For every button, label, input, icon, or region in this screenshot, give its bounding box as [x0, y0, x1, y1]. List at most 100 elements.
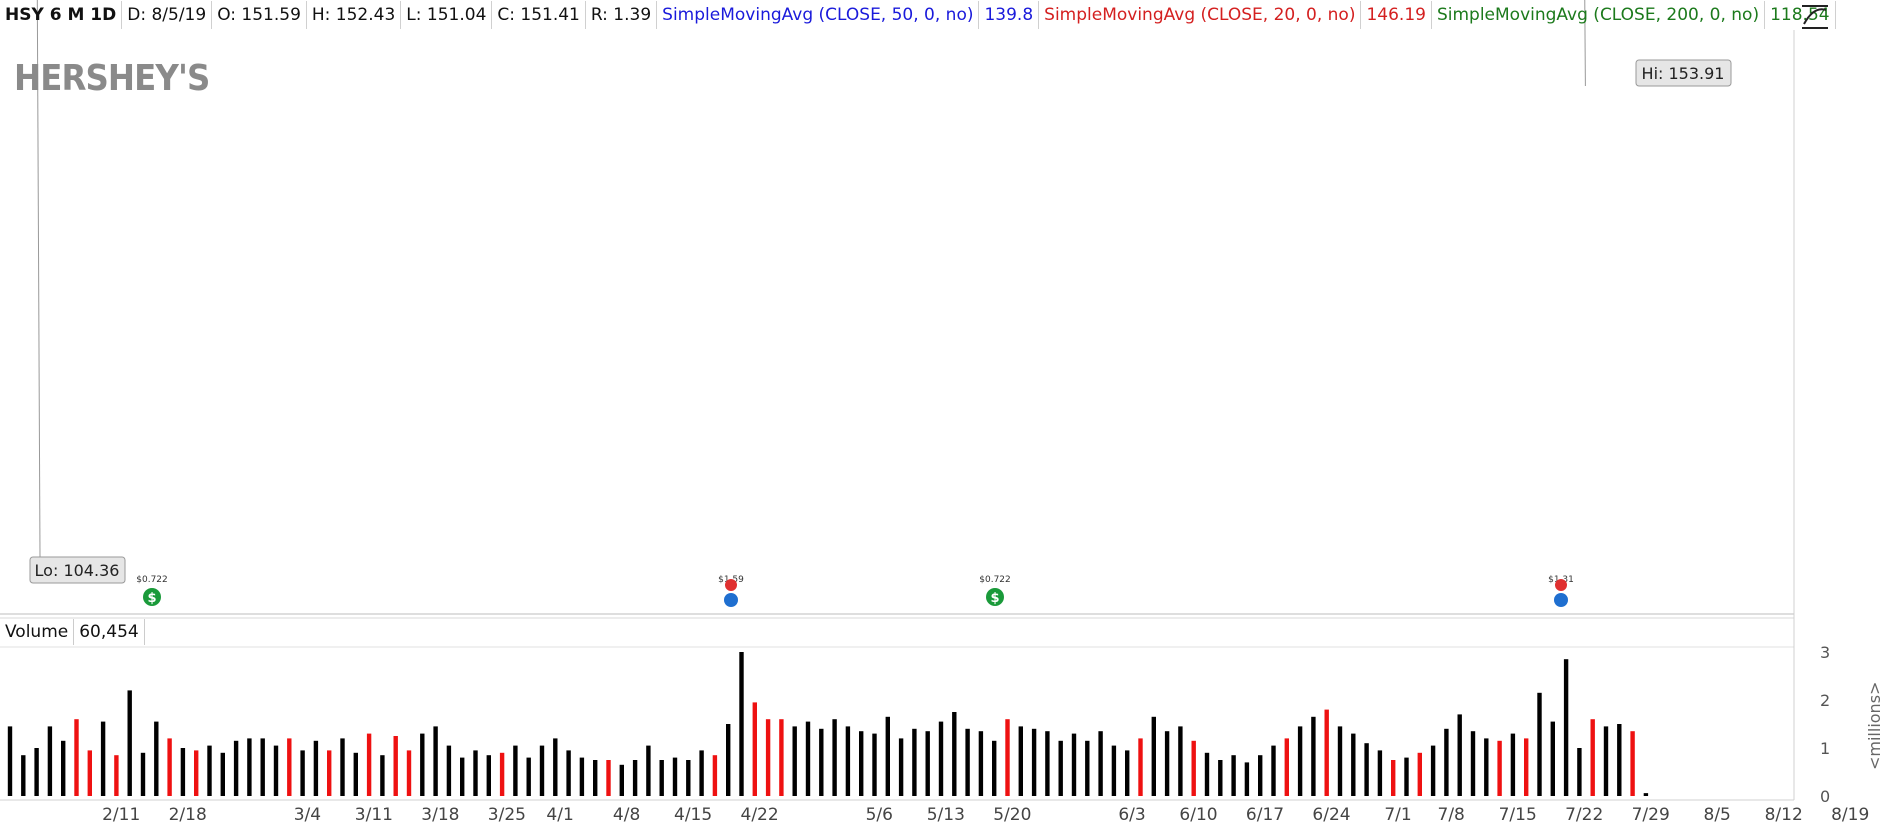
- volume-bar: [313, 740, 319, 796]
- volume-bar: [1111, 745, 1117, 796]
- earnings-icon: [725, 579, 737, 591]
- volume-bar: [1138, 738, 1143, 796]
- volume-bar: [273, 745, 279, 796]
- volume-bar: [1577, 748, 1582, 796]
- volume-bar: [819, 728, 824, 796]
- volume-bar: [872, 733, 877, 796]
- x-tick-label: 2/11: [102, 805, 140, 825]
- volume-bar: [1497, 740, 1502, 796]
- low-label: L: 151.04: [401, 1, 493, 29]
- volume-bar: [805, 721, 811, 796]
- volume-bar: [7, 726, 13, 796]
- volume-bar: [619, 764, 624, 796]
- volume-bar: [327, 750, 332, 796]
- volume-bar: [845, 726, 851, 796]
- volume-bar: [1470, 731, 1476, 796]
- volume-bar: [712, 755, 718, 796]
- x-tick-label: 3/18: [421, 805, 459, 825]
- volume-bar: [380, 755, 385, 796]
- volume-bar: [1351, 733, 1356, 796]
- volume-bar: [1218, 760, 1223, 796]
- volume-bar: [247, 738, 252, 796]
- volume-bar: [1045, 731, 1050, 796]
- volume-bar: [366, 733, 372, 796]
- volume-bar: [420, 733, 425, 796]
- volume-bar: [460, 757, 465, 796]
- volume-bar: [1457, 714, 1462, 796]
- volume-bar: [978, 731, 984, 796]
- volume-bar: [74, 719, 79, 796]
- volume-bar: [898, 738, 904, 796]
- volume-value: 60,454: [74, 619, 145, 645]
- x-tick-label: 7/15: [1499, 805, 1537, 825]
- dividend-icon-glyph: $: [990, 591, 999, 606]
- volume-bar: [1364, 743, 1369, 796]
- volume-bar: [1550, 721, 1555, 796]
- volume-bar: [965, 728, 970, 796]
- volume-bar: [1484, 738, 1489, 796]
- dividend-icon: [986, 588, 1004, 606]
- volume-bar: [1178, 726, 1183, 796]
- volume-bar: [1071, 733, 1077, 796]
- volume-bar: [1018, 726, 1023, 796]
- sma20-study-label[interactable]: SimpleMovingAvg (CLOSE, 20, 0, no): [1039, 1, 1362, 29]
- volume-bar: [21, 755, 26, 796]
- volume-bar: [925, 731, 930, 796]
- volume-unit-label: <millions>: [1865, 682, 1884, 770]
- sma200-study-label[interactable]: SimpleMovingAvg (CLOSE, 200, 0, no): [1432, 1, 1766, 29]
- x-tick-label: 7/29: [1632, 805, 1670, 825]
- volume-bar: [739, 652, 744, 796]
- sma50-study-label[interactable]: SimpleMovingAvg (CLOSE, 50, 0, no): [657, 1, 980, 29]
- x-tick-label: 6/3: [1118, 805, 1145, 825]
- dividend-icon-glyph: $: [147, 591, 156, 606]
- x-tick-label: 8/19: [1831, 805, 1869, 825]
- volume-bar: [486, 755, 491, 796]
- company-logo: HERSHEY'S: [14, 58, 210, 99]
- dividend-event-label: $0.722: [136, 575, 168, 585]
- volume-bar: [406, 750, 412, 796]
- x-tick-label: 6/10: [1179, 805, 1217, 825]
- volume-bar: [1430, 745, 1436, 796]
- hi-callout-box: [1635, 59, 1732, 87]
- volume-bar: [1391, 760, 1396, 796]
- volume-bar: [752, 702, 757, 796]
- volume-bar: [1617, 724, 1622, 796]
- volume-bar: [938, 721, 944, 796]
- lo-callout-box: [29, 556, 126, 584]
- x-tick-label: 4/22: [741, 805, 779, 825]
- volume-bar: [859, 731, 864, 796]
- sma200-value: 118.54: [1765, 1, 1836, 29]
- volume-bar: [1005, 719, 1010, 796]
- volume-bar: [114, 755, 119, 796]
- volume-bar: [1590, 719, 1595, 796]
- x-tick-label: 2/18: [169, 805, 207, 825]
- volume-bar: [1258, 755, 1263, 796]
- volume-bar: [1404, 757, 1409, 796]
- volume-bar: [912, 728, 917, 796]
- volume-bar: [792, 726, 797, 796]
- volume-bar: [47, 726, 53, 796]
- x-tick-label: 3/4: [294, 805, 321, 825]
- volume-bar: [260, 738, 265, 796]
- volume-bar: [473, 750, 478, 796]
- volume-bar: [87, 750, 92, 796]
- volume-bar: [1151, 716, 1156, 796]
- volume-bar: [1125, 750, 1130, 796]
- symbol-label[interactable]: HSY 6 M 1D: [0, 1, 123, 29]
- dividend-event-label: $0.722: [979, 575, 1011, 585]
- volume-bar: [1164, 731, 1170, 796]
- volume-bar: [1058, 740, 1063, 796]
- volume-tick-label: 3: [1820, 643, 1830, 662]
- volume-bar: [353, 752, 358, 796]
- chart-style-icon[interactable]: [1800, 2, 1830, 30]
- volume-bar: [1324, 709, 1329, 796]
- volume-bar: [1603, 726, 1609, 796]
- earnings-info-icon: [724, 593, 738, 607]
- volume-bar: [672, 757, 678, 796]
- x-tick-label: 4/1: [546, 805, 573, 825]
- volume-bar: [34, 748, 39, 796]
- x-tick-label: 7/1: [1384, 805, 1411, 825]
- volume-bar: [1563, 659, 1569, 796]
- x-tick-label: 5/20: [993, 805, 1031, 825]
